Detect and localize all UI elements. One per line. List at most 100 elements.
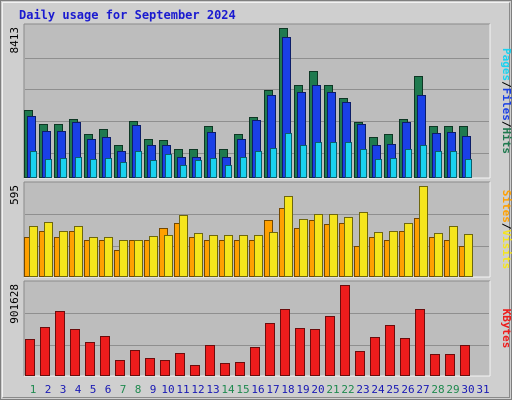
x-tick-label-day-11: 11 (176, 383, 189, 396)
bar-pages-day-26 (405, 149, 412, 178)
x-tick-label-day-8: 8 (135, 383, 142, 396)
bar-pages-day-19 (300, 145, 307, 178)
x-tick-label-day-13: 13 (206, 383, 219, 396)
bar-pages-day-23 (360, 149, 367, 178)
bar-sites-day-8 (134, 240, 143, 277)
bar-sites-day-20 (314, 214, 323, 277)
x-tick-label-day-6: 6 (105, 383, 112, 396)
bar-kbytes-day-23 (355, 351, 365, 376)
bar-sites-day-1 (29, 226, 38, 277)
bar-pages-day-11 (180, 165, 187, 178)
x-tick-label-day-29: 29 (446, 383, 459, 396)
bar-sites-day-18 (284, 196, 293, 277)
bar-kbytes-day-12 (190, 365, 200, 376)
bar-sites-day-25 (389, 231, 398, 277)
panel-visits: 595 Sites/Visits (8, 181, 512, 278)
x-tick-label-day-24: 24 (371, 383, 385, 396)
bar-sites-day-19 (299, 219, 308, 277)
bar-pages-day-24 (375, 159, 382, 178)
bar-pages-day-17 (270, 148, 277, 178)
x-tick-label-day-20: 20 (311, 383, 324, 396)
x-tick-label-day-17: 17 (266, 383, 279, 396)
bar-pages-day-1 (30, 151, 37, 178)
legend-visits: Sites/Visits (500, 190, 512, 270)
bar-sites-day-21 (329, 214, 338, 277)
bar-sites-day-23 (359, 212, 368, 277)
bar-sites-day-11 (179, 215, 188, 277)
bar-pages-day-15 (240, 157, 247, 178)
x-tick-label-day-9: 9 (150, 383, 157, 396)
bar-kbytes-day-5 (85, 342, 95, 376)
x-tick-label-day-7: 7 (120, 383, 127, 396)
bar-kbytes-day-14 (220, 363, 230, 376)
bar-kbytes-day-21 (325, 316, 335, 376)
x-tick-label-day-21: 21 (326, 383, 339, 396)
bar-sites-day-4 (74, 226, 83, 277)
bar-sites-day-17 (269, 232, 278, 277)
legend-item-pages: Pages (500, 48, 512, 81)
bar-pages-day-7 (120, 162, 127, 178)
legend-separator: / (500, 121, 512, 128)
bar-sites-day-16 (254, 235, 263, 277)
bar-kbytes-day-28 (430, 354, 440, 376)
bar-kbytes-day-29 (445, 354, 455, 376)
bar-pages-day-28 (435, 151, 442, 178)
x-tick-label-day-31: 31 (476, 383, 489, 396)
legend-item-files: Files (500, 88, 512, 121)
x-tick-label-day-10: 10 (161, 383, 174, 396)
bar-pages-day-6 (105, 158, 112, 178)
bar-kbytes-day-25 (385, 325, 395, 376)
x-tick-label-day-25: 25 (386, 383, 399, 396)
bar-pages-day-10 (165, 154, 172, 178)
bar-kbytes-day-26 (400, 338, 410, 376)
bar-sites-day-24 (374, 232, 383, 277)
bar-kbytes-day-30 (460, 345, 470, 376)
bar-sites-day-5 (89, 237, 98, 277)
bar-pages-day-30 (465, 159, 472, 178)
bar-sites-day-22 (344, 217, 353, 277)
legend-kbytes: KBytes (500, 309, 512, 349)
bar-kbytes-day-20 (310, 329, 320, 376)
x-tick-label-day-1: 1 (30, 383, 37, 396)
bar-pages-day-14 (225, 165, 232, 178)
bar-sites-day-6 (104, 237, 113, 277)
bar-pages-day-13 (210, 158, 217, 178)
bar-pages-day-3 (60, 158, 67, 178)
x-tick-label-day-22: 22 (341, 383, 354, 396)
legend-item-visits: Visits (500, 230, 512, 270)
bar-kbytes-day-11 (175, 353, 185, 376)
x-tick-label-day-14: 14 (221, 383, 235, 396)
bar-kbytes-day-6 (100, 336, 110, 376)
bar-kbytes-day-9 (145, 358, 155, 376)
bar-sites-day-2 (44, 222, 53, 277)
x-tick-label-day-16: 16 (251, 383, 264, 396)
bar-pages-day-21 (330, 142, 337, 178)
bar-pages-day-22 (345, 142, 352, 178)
legend-item-kbytes: KBytes (500, 309, 512, 349)
x-tick-label-day-5: 5 (90, 383, 97, 396)
bar-sites-day-14 (224, 235, 233, 277)
bar-kbytes-day-1 (25, 339, 35, 376)
bar-sites-day-30 (464, 234, 473, 277)
bar-pages-day-2 (45, 159, 52, 178)
x-tick-label-day-18: 18 (281, 383, 294, 396)
x-tick-label-day-27: 27 (416, 383, 429, 396)
bar-kbytes-day-3 (55, 311, 65, 376)
bar-sites-day-15 (239, 235, 248, 277)
y-max-label: 901628 (8, 284, 21, 324)
bar-kbytes-day-24 (370, 337, 380, 376)
bar-sites-day-10 (164, 235, 173, 277)
bar-pages-day-8 (135, 151, 142, 178)
bar-sites-day-9 (149, 236, 158, 277)
bar-kbytes-day-27 (415, 309, 425, 376)
y-max-label: 595 (8, 185, 21, 205)
bar-kbytes-day-7 (115, 360, 125, 376)
x-tick-label-day-12: 12 (191, 383, 204, 396)
bar-pages-day-4 (75, 157, 82, 178)
bar-pages-day-16 (255, 151, 262, 178)
bar-sites-day-3 (59, 231, 68, 277)
x-tick-label-day-26: 26 (401, 383, 414, 396)
panel-kbytes: 901628 KBytes (8, 280, 512, 377)
bar-sites-day-26 (404, 223, 413, 277)
